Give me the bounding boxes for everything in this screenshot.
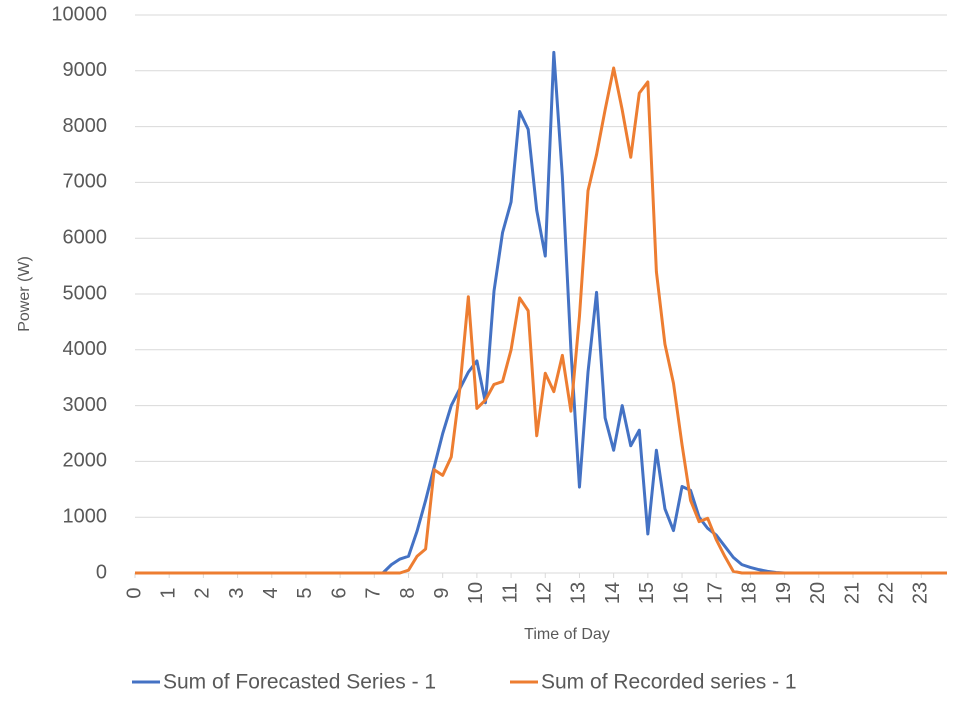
- x-tick-label: 4: [260, 587, 282, 598]
- x-tick-label: 11: [499, 583, 521, 604]
- x-tick-label: 3: [226, 587, 248, 598]
- y-tick-label: 10000: [51, 3, 107, 25]
- x-tick-label: 9: [431, 587, 453, 598]
- series-line: [135, 66, 947, 575]
- x-tick-label: 23: [910, 582, 932, 604]
- y-tick-label: 5000: [63, 282, 108, 304]
- x-tick-label: 6: [328, 587, 350, 598]
- x-tick-label: 16: [670, 582, 692, 604]
- x-tick-label: 7: [363, 587, 385, 598]
- y-tick-label: 0: [96, 561, 107, 583]
- x-tick-label: 2: [192, 587, 214, 598]
- legend-label: Sum of Recorded series - 1: [541, 671, 797, 694]
- y-tick-label: 7000: [63, 171, 108, 193]
- y-tick-label: 9000: [63, 59, 108, 81]
- legend-label: Sum of Forecasted Series - 1: [163, 671, 436, 694]
- y-tick-label: 2000: [63, 450, 108, 472]
- x-tick-label: 1: [157, 587, 179, 598]
- y-axis-title: Power (W): [16, 256, 33, 332]
- x-tick-label: 8: [397, 587, 419, 598]
- x-tick-label: 15: [636, 582, 658, 604]
- x-tick-label: 0: [123, 587, 145, 598]
- x-tick-label: 20: [807, 582, 829, 604]
- x-tick-label: 5: [294, 587, 316, 598]
- x-axis-title: Time of Day: [524, 626, 610, 643]
- x-tick-label: 18: [739, 582, 761, 604]
- x-tick-label: 13: [568, 582, 590, 604]
- series-line: [135, 50, 947, 575]
- x-tick-label: 14: [602, 582, 624, 604]
- x-tick-label: 10: [465, 582, 487, 604]
- x-tick-label: 12: [534, 582, 556, 604]
- y-tick-label: 1000: [63, 505, 108, 527]
- x-tick-label: 19: [773, 582, 795, 604]
- y-tick-label: 4000: [63, 338, 108, 360]
- x-tick-label: 21: [841, 582, 863, 604]
- x-tick-label: 22: [875, 582, 897, 604]
- y-tick-label: 3000: [63, 394, 108, 416]
- x-tick-label: 17: [705, 582, 727, 604]
- y-tick-label: 8000: [63, 115, 108, 137]
- y-tick-label: 6000: [63, 226, 108, 248]
